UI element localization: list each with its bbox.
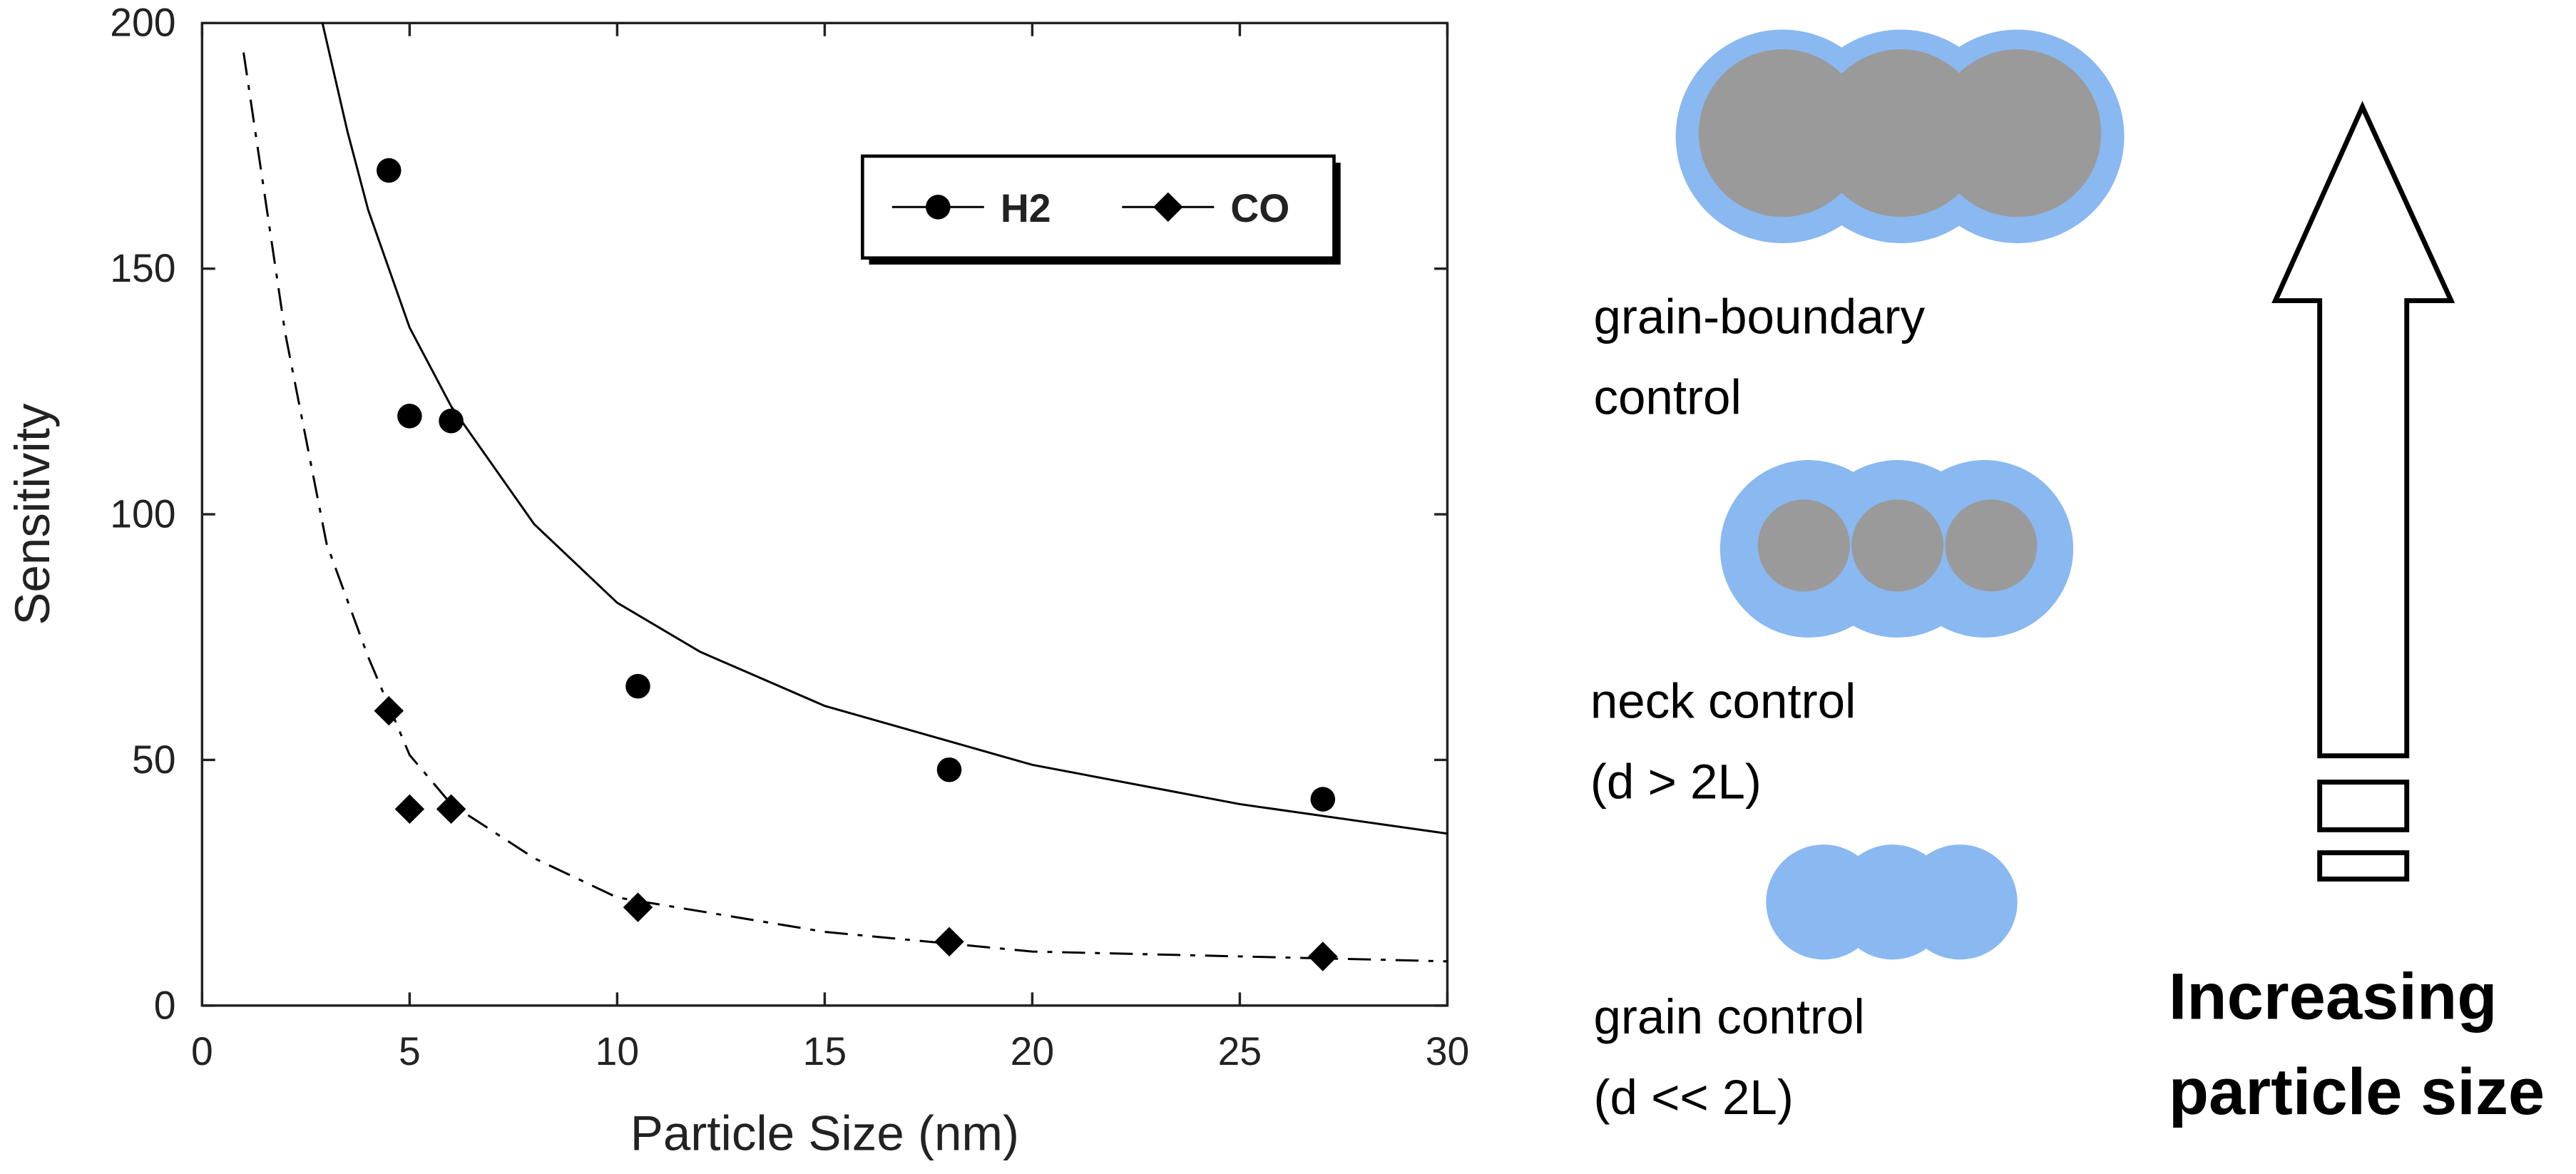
fit-line	[242, 52, 1448, 963]
label: (d << 2L)	[1593, 1069, 1793, 1125]
blob-neck	[1719, 460, 2074, 638]
label: control	[1593, 369, 1741, 425]
x-tick-label: 15	[803, 1029, 847, 1073]
blob-grain	[1766, 844, 2018, 960]
diagram: grain-boundary control neck control (d >…	[1590, 29, 2545, 1128]
arrow-tail	[2317, 780, 2410, 832]
y-tick-label: 200	[110, 1, 175, 45]
arrow-tail	[2317, 850, 2410, 882]
label: grain-boundary	[1593, 289, 1925, 344]
label: (d > 2L)	[1590, 754, 1762, 810]
marker	[936, 757, 962, 782]
x-axis-label: Particle Size (nm)	[630, 1106, 1019, 1161]
arrow	[2271, 101, 2455, 759]
x-tick-label: 25	[1218, 1029, 1262, 1073]
x-tick-label: 5	[399, 1029, 421, 1073]
marker	[1310, 787, 1336, 812]
arrow-label: Increasing	[2169, 959, 2498, 1033]
arrow-label: particle size	[2169, 1055, 2545, 1128]
label: neck control	[1590, 673, 1856, 729]
label: grain control	[1593, 989, 1864, 1044]
y-tick-label: 100	[110, 491, 175, 536]
y-tick-label: 50	[132, 737, 175, 782]
x-tick-label: 10	[596, 1029, 639, 1073]
marker	[436, 794, 466, 825]
legend: H2 CO	[861, 154, 1341, 265]
y-tick-label: 150	[110, 246, 175, 290]
blob-grain-boundary	[1675, 29, 2125, 243]
marker	[926, 195, 951, 220]
x-tick-label: 30	[1426, 1029, 1469, 1073]
marker	[374, 695, 404, 726]
legend-label: CO	[1230, 186, 1289, 230]
marker	[1153, 192, 1183, 223]
marker	[625, 673, 650, 699]
legend-label: H2	[1001, 186, 1051, 230]
marker	[934, 927, 964, 957]
marker	[439, 408, 464, 434]
fit-line	[321, 22, 1448, 835]
marker	[376, 158, 402, 183]
marker	[394, 794, 425, 825]
marker	[1308, 941, 1338, 971]
y-tick-label: 0	[154, 983, 176, 1027]
marker	[623, 892, 653, 922]
x-tick-label: 20	[1011, 1029, 1054, 1073]
y-axis-label: Sensitivity	[4, 403, 60, 625]
marker	[397, 404, 422, 429]
x-tick-label: 0	[191, 1029, 213, 1073]
